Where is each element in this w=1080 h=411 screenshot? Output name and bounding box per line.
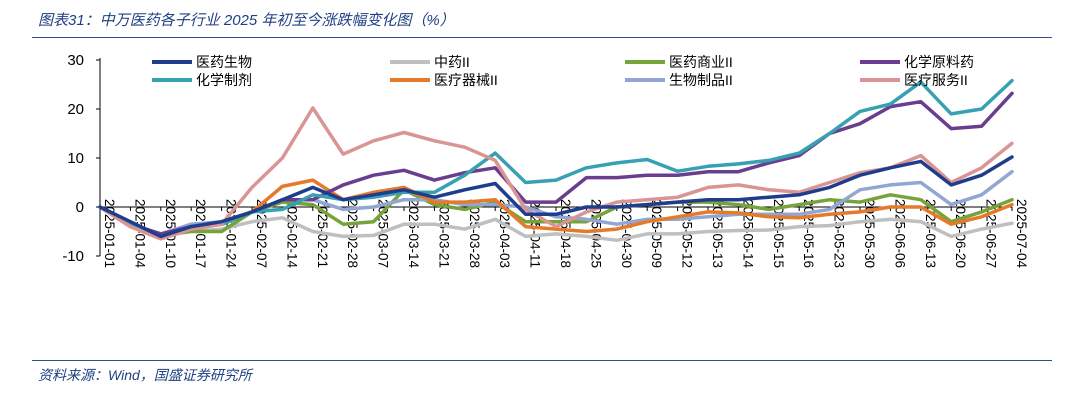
- legend-label: 医疗服务II: [904, 72, 968, 88]
- y-tick-label: 20: [67, 101, 84, 118]
- legend-label: 医疗器械II: [434, 72, 498, 88]
- y-tick-label: 30: [67, 52, 84, 69]
- x-tick-label: 2025-05-14: [740, 199, 755, 269]
- x-tick-label: 2025-05-30: [862, 199, 877, 268]
- y-tick-label: 10: [67, 150, 84, 167]
- legend-label: 中药II: [434, 54, 470, 70]
- x-tick-label: 2025-04-30: [619, 199, 634, 268]
- x-tick-label: 2025-01-04: [132, 199, 147, 269]
- x-tick-label: 2025-02-07: [254, 199, 269, 268]
- figure-title: 图表31：中万医药各子行业 2025 年初至今涨跌幅变化图（%）: [38, 12, 455, 29]
- y-tick-label: 0: [76, 199, 84, 216]
- x-tick-label: 2025-01-17: [193, 199, 208, 268]
- series-lines: [98, 78, 1014, 243]
- legend-label: 生物制品II: [669, 72, 733, 88]
- legend-label: 医药商业II: [669, 54, 733, 70]
- source-note: 资料来源：Wind，国盛证券研究所: [38, 367, 252, 383]
- x-tick-label: 2025-02-28: [345, 199, 360, 268]
- x-tick-label: 2025-02-14: [284, 199, 299, 269]
- bottom-rule: [32, 360, 1052, 361]
- legend-label: 化学制剂: [196, 72, 252, 88]
- legend-label: 医药生物: [196, 54, 252, 70]
- x-tick-label: 2025-04-03: [497, 199, 512, 268]
- series-line-1: [98, 155, 1014, 239]
- x-tick-label: 2025-06-06: [892, 199, 907, 268]
- y-tick-label: -10: [62, 248, 84, 265]
- top-rule: [32, 37, 1052, 38]
- series-line-2: [98, 205, 1014, 243]
- x-tick-label: 2025-03-28: [467, 199, 482, 268]
- x-tick-label: 2025-05-16: [801, 199, 816, 268]
- x-tick-label: 2025-01-24: [224, 199, 239, 269]
- x-tick-label: 2025-03-21: [436, 199, 451, 268]
- legend-label: 化学原料药: [904, 54, 974, 70]
- x-tick-label: 2025-07-04: [1014, 199, 1029, 269]
- series-line-8: [98, 106, 1014, 241]
- x-tick-label: 2025-05-13: [710, 199, 725, 268]
- x-tick-label: 2025-05-23: [832, 199, 847, 268]
- x-tick-label: 2025-03-14: [406, 199, 421, 269]
